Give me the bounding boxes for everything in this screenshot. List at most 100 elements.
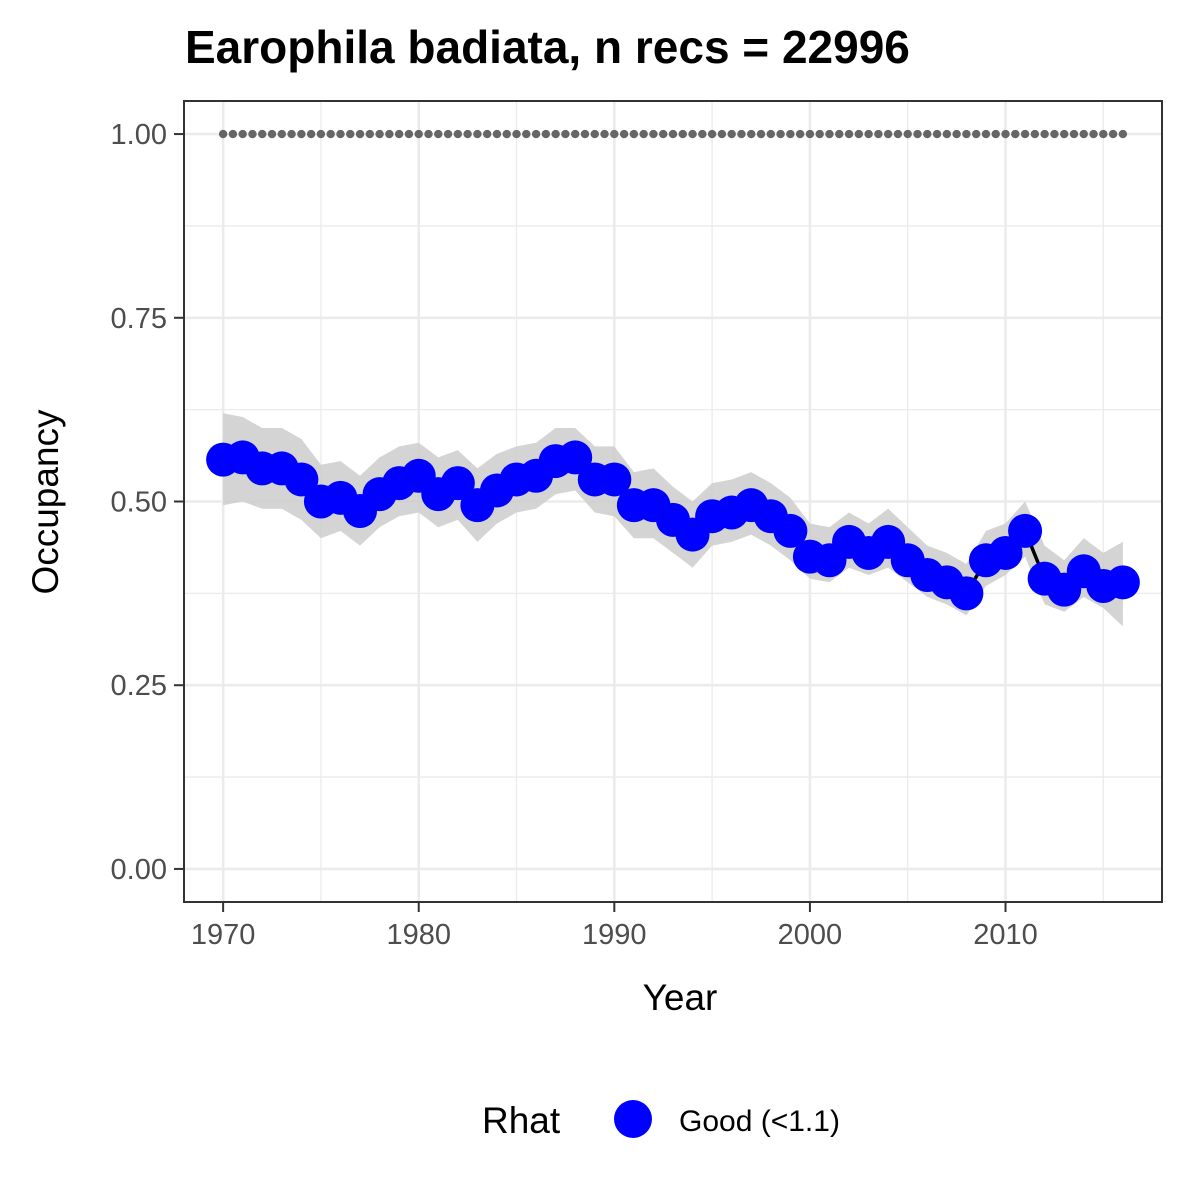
reference-dot <box>835 129 844 139</box>
x-tick-label: 1990 <box>582 919 647 951</box>
reference-dot <box>248 129 257 139</box>
reference-dot <box>903 129 912 139</box>
reference-dot <box>756 129 766 139</box>
reference-dot <box>453 129 463 139</box>
data-point <box>1105 565 1140 600</box>
reference-dot <box>1069 129 1079 139</box>
reference-dot <box>805 129 815 139</box>
reference-dot <box>795 129 805 139</box>
reference-dot <box>678 129 687 139</box>
reference-dot <box>981 129 991 139</box>
reference-dot <box>962 129 971 139</box>
data-point <box>773 513 808 548</box>
y-tick-label: 0.50 <box>111 487 167 519</box>
reference-dot <box>766 129 775 139</box>
y-tick-label: 0.75 <box>111 303 167 335</box>
reference-dot <box>473 129 482 139</box>
reference-dot <box>815 129 824 139</box>
reference-dot <box>1079 129 1088 139</box>
reference-dot <box>365 129 375 139</box>
x-tick-label: 1980 <box>386 919 451 951</box>
y-axis-title: Occupancy <box>25 409 66 595</box>
reference-dot <box>1030 129 1040 139</box>
reference-dot <box>492 129 502 139</box>
reference-dot <box>923 129 932 139</box>
reference-dot <box>1108 129 1118 139</box>
legend-label: Good (<1.1) <box>679 1105 840 1138</box>
reference-dot <box>727 129 736 139</box>
reference-dot <box>267 129 277 139</box>
reference-dot <box>531 129 541 139</box>
reference-dot <box>1001 129 1010 139</box>
x-tick-label: 2010 <box>973 919 1038 951</box>
reference-dot <box>1040 129 1049 139</box>
reference-dot <box>375 129 384 139</box>
reference-dot <box>971 129 981 139</box>
data-point <box>440 466 475 501</box>
data-points-layer <box>206 440 1140 611</box>
reference-dot <box>502 129 511 139</box>
reference-dot <box>482 129 492 139</box>
x-axis: 1970 1980 1990 2000 2010 <box>191 902 1038 951</box>
reference-dot <box>932 129 942 139</box>
reference-dot <box>883 129 893 139</box>
reference-dot <box>346 129 355 139</box>
reference-dot <box>385 129 394 139</box>
reference-dot <box>786 129 795 139</box>
data-point <box>949 576 984 611</box>
chart-title: Earophila badiata, n recs = 22996 <box>185 21 910 73</box>
reference-dot <box>629 129 639 139</box>
y-axis: 0.00 0.25 0.50 0.75 1.00 <box>111 119 184 886</box>
reference-dot <box>913 129 922 139</box>
reference-dot <box>874 129 883 139</box>
y-tick-label: 1.00 <box>111 119 167 151</box>
reference-dot <box>522 129 531 139</box>
data-point <box>988 535 1023 570</box>
reference-dot <box>639 129 648 139</box>
reference-dot <box>424 129 433 139</box>
reference-dot <box>404 129 414 139</box>
reference-dot <box>854 129 864 139</box>
reference-dot <box>668 129 678 139</box>
plot-panel <box>183 100 1163 903</box>
reference-dot <box>1089 129 1098 139</box>
reference-dot <box>825 129 834 139</box>
reference-dot <box>463 129 472 139</box>
reference-dot <box>571 129 580 139</box>
reference-dot <box>688 129 697 139</box>
reference-dot <box>561 129 570 139</box>
data-point <box>558 440 593 475</box>
reference-dot <box>649 129 658 139</box>
reference-dot <box>306 129 316 139</box>
reference-dot <box>698 129 707 139</box>
reference-dot <box>1099 129 1108 139</box>
reference-dot <box>551 129 560 139</box>
reference-line-layer <box>218 129 1128 139</box>
data-point <box>284 462 319 497</box>
reference-dot <box>610 129 619 139</box>
reference-dot <box>991 129 1000 139</box>
reference-dot <box>326 129 335 139</box>
reference-dot <box>287 129 296 139</box>
reference-dot <box>717 129 727 139</box>
x-tick-label: 1970 <box>191 919 256 951</box>
reference-dot <box>659 129 668 139</box>
x-tick-label: 2000 <box>778 919 843 951</box>
data-point <box>1008 513 1043 548</box>
reference-dot <box>590 129 599 139</box>
reference-dot <box>844 129 854 139</box>
reference-dot <box>443 129 453 139</box>
reference-dot <box>414 129 423 139</box>
legend-key-point <box>614 1100 652 1138</box>
legend-title: Rhat <box>482 1100 561 1141</box>
reference-dot <box>619 129 629 139</box>
reference-dot <box>512 129 521 139</box>
reference-dot <box>1020 129 1030 139</box>
reference-dot <box>297 129 306 139</box>
reference-dot <box>776 129 785 139</box>
reference-dot <box>228 129 238 139</box>
x-axis-title: Year <box>643 977 718 1018</box>
y-tick-label: 0.00 <box>111 854 167 886</box>
reference-dot <box>394 129 404 139</box>
